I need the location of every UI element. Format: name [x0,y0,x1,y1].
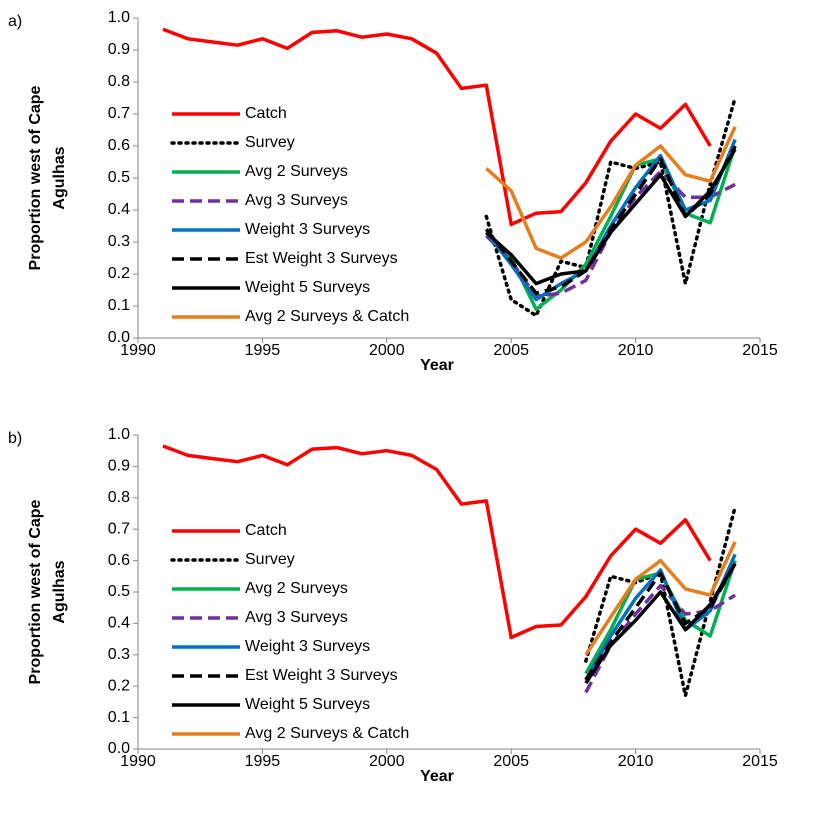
legend-label: Avg 2 Surveys & Catch [245,308,409,325]
series-line [584,560,737,675]
y-tick-label: 0.3 [108,646,130,663]
y-tick-label: 0.9 [108,41,130,58]
x-tick-label: 2000 [369,753,405,770]
y-tick-label: 0.4 [108,615,130,632]
y-tick-label: 0.8 [108,73,130,90]
x-tick-label: 1995 [245,753,281,770]
legend-label: Weight 5 Surveys [245,696,370,713]
series-line [485,145,737,311]
series-line [484,96,737,318]
panel: b) Proportion west of Cape Agulhas Year 0.0 0… [8,426,778,785]
x-tick-label: 2015 [742,753,778,770]
y-axis-label-line: Proportion west of Cape [27,85,44,270]
y-axis-label-line: Proportion west of Cape [27,499,44,684]
x-tick-label: 2015 [742,342,778,359]
panel-label: a) [8,13,22,30]
series-line [584,553,737,681]
y-tick-label: 1.0 [108,426,130,443]
legend-label: Weight 3 Surveys [245,221,370,238]
x-axis-label: Year [420,357,454,374]
y-axis-label: Proportion west of Cape Agulhas [27,499,68,684]
y-tick-label: 0.0 [108,740,130,757]
legend-label: Avg 3 Surveys [245,609,348,626]
x-tick-label: 2010 [618,342,654,359]
legend-label: Catch [245,105,287,122]
x-axis-label: Year [420,768,454,785]
series-line [162,444,712,640]
series-line [584,583,737,694]
y-tick-label: 0.2 [108,265,130,282]
x-tick-label: 2005 [493,753,529,770]
y-tick-label: 0.8 [108,489,130,506]
legend-label: Survey [245,134,295,151]
legend-label: Avg 2 Surveys [245,163,348,180]
y-tick-label: 0.1 [108,297,130,314]
x-tick-label: 2010 [618,753,654,770]
legend-label: Est Weight 3 Surveys [245,667,398,684]
legend-label: Weight 5 Surveys [245,279,370,296]
panel-label: b) [8,430,22,447]
series-line [485,126,737,260]
y-tick-label: 0.5 [108,169,130,186]
y-tick-label: 1.0 [108,9,130,26]
x-tick-label: 1995 [245,342,281,359]
y-tick-label: 0.0 [108,329,130,346]
series-line [584,562,737,685]
y-tick-label: 0.7 [108,520,130,537]
y-tick-label: 0.9 [108,458,130,475]
y-tick-label: 0.7 [108,105,130,122]
x-tick-label: 2000 [369,342,405,359]
y-tick-label: 0.6 [108,552,130,569]
legend-label: Catch [245,522,287,539]
x-tick-label: 1990 [120,753,156,770]
legend-label: Survey [245,551,295,568]
y-axis-label: Proportion west of Cape Agulhas [27,85,68,270]
legend-label: Avg 2 Surveys & Catch [245,725,409,742]
y-axis-label-line: Agulhas [51,560,68,623]
series-line [584,562,737,681]
y-tick-label: 0.4 [108,201,130,218]
y-tick-label: 0.2 [108,677,130,694]
x-tick-label: 1990 [120,342,156,359]
y-tick-label: 0.3 [108,233,130,250]
panel: a) Proportion west of Cape Agulhas Year 0.0 0… [8,9,778,374]
series-line [162,27,712,227]
legend-label: Avg 2 Surveys [245,580,348,597]
y-tick-label: 0.5 [108,583,130,600]
y-tick-label: 0.1 [108,709,130,726]
x-tick-label: 2005 [493,342,529,359]
y-tick-label: 0.6 [108,137,130,154]
y-axis-label-line: Agulhas [51,146,68,209]
legend-label: Weight 3 Surveys [245,638,370,655]
series-line [584,541,737,656]
legend-label: Avg 3 Surveys [245,192,348,209]
legend-label: Est Weight 3 Surveys [245,250,398,267]
series-line [485,148,737,286]
